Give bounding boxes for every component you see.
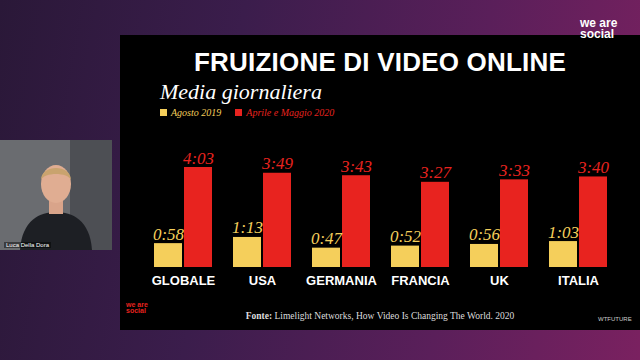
svg-text:FRANCIA: FRANCIA <box>391 273 450 288</box>
svg-text:3:33: 3:33 <box>498 161 530 180</box>
html-text:WTFUTURE: WTFUTURE <box>598 316 632 322</box>
html-text:Fonte: Limelight Networks, How: Fonte: Limelight Networks, How Video Is … <box>245 311 515 321</box>
svg-text:GERMANIA: GERMANIA <box>306 273 377 288</box>
html-text:we are social: we are social <box>126 301 148 315</box>
html-text:Aprile e Maggio 2020: Aprile e Maggio 2020 <box>246 107 335 118</box>
svg-text:3:27: 3:27 <box>419 163 453 182</box>
svg-text:USA: USA <box>249 273 277 288</box>
svg-text:UK: UK <box>490 273 509 288</box>
svg-text:3:43: 3:43 <box>340 157 372 176</box>
html-text:Luca Della Dora: Luca Della Dora <box>6 242 49 248</box>
svg-text:0:52: 0:52 <box>390 227 422 246</box>
svg-text:4:03: 4:03 <box>183 149 214 168</box>
svg-text:ITALIA: ITALIA <box>558 273 600 288</box>
svg-text:1:13: 1:13 <box>232 218 263 237</box>
svg-text:1:03: 1:03 <box>548 223 579 242</box>
html-text:Media giornaliera: Media giornaliera <box>160 79 322 104</box>
html-text:FRUIZIONE DI VIDEO ONLINE: FRUIZIONE DI VIDEO ONLINE <box>194 47 566 77</box>
svg-text:0:47: 0:47 <box>311 229 344 248</box>
svg-text:0:58: 0:58 <box>153 225 185 244</box>
svg-text:GLOBALE: GLOBALE <box>152 273 216 288</box>
svg-text:0:56: 0:56 <box>469 225 501 244</box>
svg-text:3:40: 3:40 <box>577 158 610 177</box>
html-text:we are social: we are social <box>580 16 618 41</box>
svg-text:3:49: 3:49 <box>261 154 294 173</box>
html-text:Agosto 2019: Agosto 2019 <box>171 107 222 118</box>
